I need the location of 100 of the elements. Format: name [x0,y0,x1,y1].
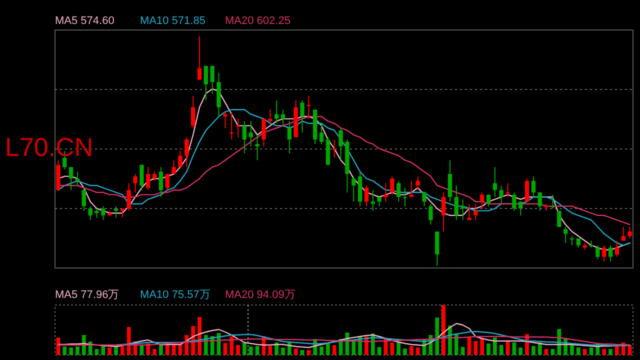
bar [480,338,484,355]
bar [255,346,260,355]
candlestick [524,178,530,202]
candlestick [82,187,86,212]
bar [287,342,292,355]
bar [390,342,394,355]
candlestick [332,139,336,158]
bar [94,349,99,355]
candlestick [248,120,253,147]
candlestick [474,203,478,220]
bar [396,342,401,355]
candlestick [550,194,555,209]
candlestick [242,120,247,154]
bar [410,346,414,355]
bar [114,346,118,355]
bar [608,349,612,355]
candlestick [448,160,452,202]
candlestick [422,192,426,207]
bar [582,349,587,355]
bar [101,345,106,355]
candlestick [274,100,279,124]
candlestick [280,109,286,126]
bar [198,317,202,355]
candlestick [223,111,228,128]
candlestick [190,95,196,128]
candlestick [531,176,536,198]
bar [499,345,504,355]
candlestick [172,160,176,174]
candlestick [435,231,440,266]
bar [550,349,555,355]
text: MA20 602.25 [225,15,290,27]
bar [300,350,304,355]
bar [492,338,497,355]
bar [576,348,580,355]
candlestick [512,192,516,212]
bar [62,346,67,355]
candlestick [621,226,626,242]
candlestick [75,171,80,186]
bar [230,336,234,355]
candlestick [88,206,92,220]
candlestick [602,244,606,262]
candlestick [570,236,574,246]
text: MA5 574.60 [55,15,114,27]
candlestick [390,176,394,196]
candlestick [499,185,504,204]
bar [146,344,150,355]
candlestick [492,166,498,198]
candlestick [538,192,542,212]
bar [268,346,272,355]
text: MA5 77.96万 [55,289,120,301]
candlestick [287,120,292,154]
bar [538,342,542,355]
candlestick [454,185,458,220]
candlestick [236,118,240,138]
candlestick [338,128,343,161]
bar [236,345,240,355]
bar [159,344,163,355]
bar [126,327,131,355]
bar [486,344,490,355]
candlestick [306,95,311,120]
candlestick [114,206,118,218]
bar [467,338,472,355]
candlestick [506,182,510,198]
bar [332,345,336,355]
candlestick [460,198,465,220]
bar [454,334,458,355]
annotation: L70.CN [5,132,94,162]
bar [242,342,246,355]
bar [442,305,446,355]
candlestick [596,244,600,260]
text: MA20 94.09万 [225,289,296,301]
candlestick [614,240,620,258]
candlestick [518,201,523,216]
candlestick [178,150,182,168]
candlestick [409,180,414,198]
candlestick [146,166,150,191]
bar [274,342,278,355]
text: MA10 75.57万 [140,289,210,301]
bar [435,318,440,355]
bar [76,346,80,355]
bar [403,348,407,355]
candlestick [486,194,491,207]
candlestick [152,171,157,182]
candlestick [300,100,304,134]
candlestick [377,196,382,207]
bar [602,349,606,355]
candlestick [396,180,401,202]
bar [512,342,516,355]
candlestick [563,226,568,244]
candlestick [608,244,613,262]
candlestick [467,203,472,220]
bar [320,346,324,355]
candlestick [120,208,125,218]
bar [544,349,548,355]
candlestick [126,182,131,212]
candlestick [402,187,408,207]
bar [306,350,311,355]
candlestick [319,122,324,145]
candlestick [184,136,189,168]
bar [532,346,536,355]
